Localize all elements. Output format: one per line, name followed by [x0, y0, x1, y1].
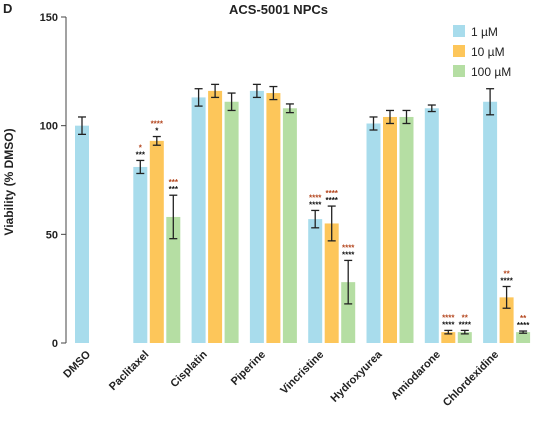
legend-label: 10 µM: [471, 45, 505, 59]
significance-marker: ****: [325, 196, 338, 205]
x-category-label: DMSO: [61, 348, 93, 380]
bar: [383, 116, 397, 344]
bar: [224, 101, 239, 343]
legend-swatch: [453, 45, 465, 57]
legend-swatch: [453, 25, 465, 37]
significance-marker: ****: [309, 200, 322, 209]
panel-label: D: [3, 1, 13, 16]
y-tick-label: 100: [40, 121, 58, 133]
y-tick-label: 150: [40, 12, 58, 24]
x-category-label: Vincristine: [278, 349, 326, 397]
y-tick-label: 0: [52, 338, 58, 350]
bar: [266, 93, 281, 343]
significance-marker: **: [520, 314, 527, 323]
bar: [483, 101, 498, 343]
x-category-label: Piperine: [229, 349, 268, 388]
significance-marker: ****: [517, 321, 530, 330]
significance-marker: ****: [309, 193, 322, 202]
significance-marker: ***: [169, 178, 179, 187]
significance-marker: *: [139, 143, 143, 152]
legend-label: 100 µM: [471, 65, 511, 79]
x-category-label: Chlordexidine: [441, 349, 501, 409]
bar: [324, 223, 339, 343]
bar: [249, 90, 264, 343]
bar: [75, 125, 89, 344]
significance-marker: ***: [136, 150, 146, 159]
bar: [424, 108, 439, 343]
significance-marker: ****: [459, 320, 472, 329]
significance-marker: **: [503, 269, 510, 278]
significance-marker: ****: [151, 120, 164, 129]
significance-marker: **: [462, 313, 469, 322]
significance-marker: ****: [342, 243, 355, 252]
significance-marker: ****: [500, 276, 513, 285]
x-category-label: Hydroxyurea: [329, 348, 386, 405]
bar: [133, 166, 148, 343]
x-category-label: Paclitaxel: [107, 349, 151, 393]
x-category-label: Amiodarone: [389, 349, 443, 403]
significance-marker: ****: [325, 189, 338, 198]
significance-marker: ***: [169, 185, 179, 194]
legend-label: 1 µM: [471, 25, 498, 39]
bar: [516, 332, 531, 343]
bar: [282, 108, 297, 343]
bar: [441, 332, 456, 343]
significance-marker: ****: [442, 320, 455, 329]
bar: [191, 97, 206, 343]
significance-marker: ****: [342, 250, 355, 259]
x-category-label: Cisplatin: [168, 348, 210, 390]
bar: [166, 216, 181, 343]
y-tick-label: 50: [46, 229, 58, 241]
bar: [341, 282, 356, 343]
significance-marker: *: [155, 127, 159, 136]
bar: [208, 90, 223, 343]
bar: [399, 116, 414, 344]
bar: [308, 219, 323, 343]
bar: [457, 332, 472, 343]
bar: [149, 140, 164, 343]
y-axis-title: Viability (% DMSO): [2, 128, 16, 235]
legend-swatch: [453, 65, 465, 77]
significance-marker: ****: [442, 313, 455, 322]
chart-title: ACS-5001 NPCs: [229, 2, 328, 17]
bar: [366, 123, 381, 343]
